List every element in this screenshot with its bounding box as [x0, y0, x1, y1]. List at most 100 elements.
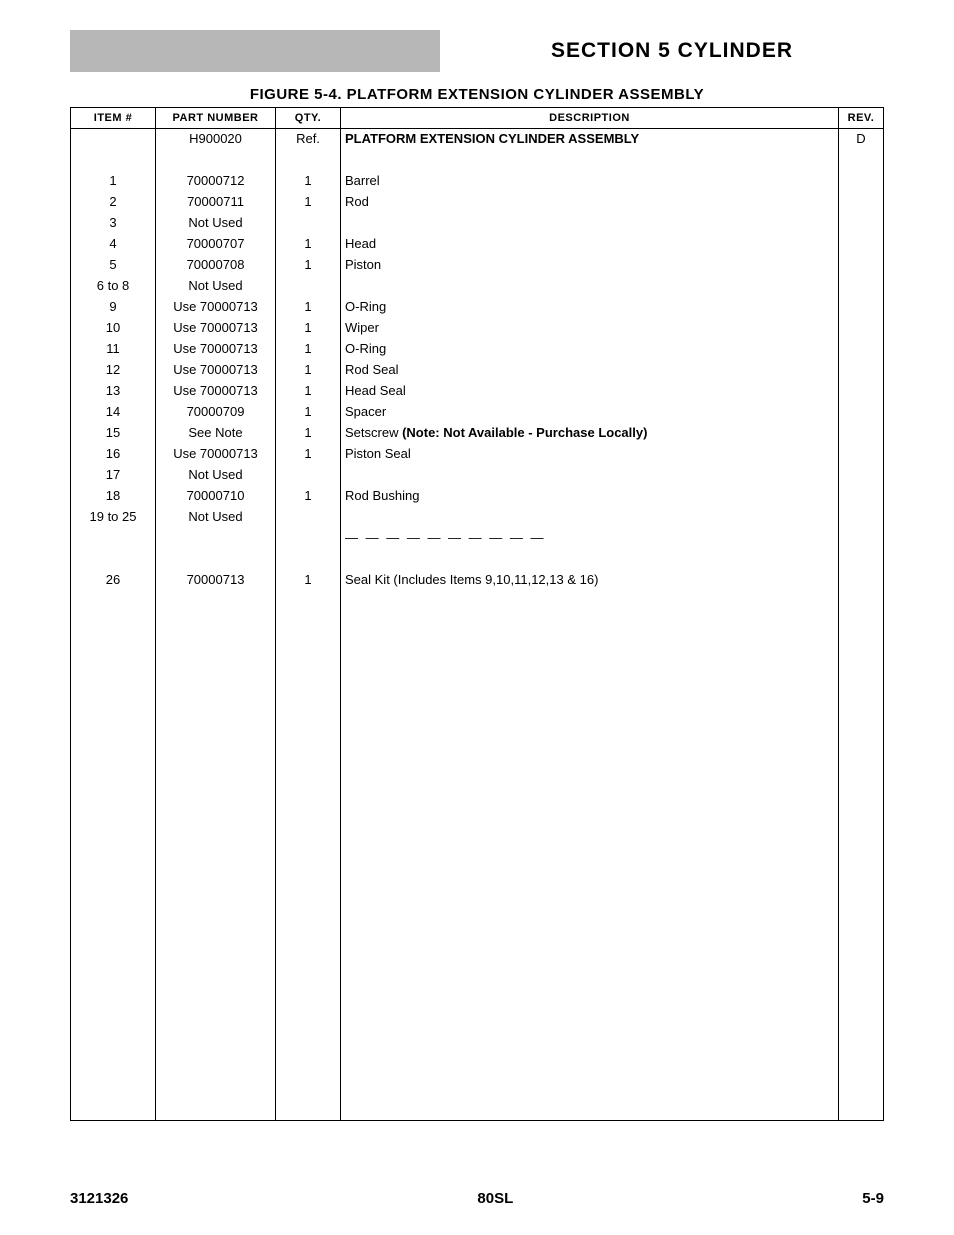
cell-rev	[839, 192, 884, 213]
cell-rev	[839, 423, 884, 444]
cell-desc: Wiper	[341, 318, 839, 339]
table-row: 15See Note1Setscrew (Note: Not Available…	[71, 423, 884, 444]
cell-rev	[839, 570, 884, 591]
cell-rev	[839, 234, 884, 255]
cell-qty: 1	[276, 192, 341, 213]
cell-qty	[276, 507, 341, 528]
table-filler-row	[71, 591, 884, 1121]
cell-item: 12	[71, 360, 156, 381]
cell-desc: Rod	[341, 192, 839, 213]
cell-rev	[839, 402, 884, 423]
cell-rev	[839, 549, 884, 570]
col-header-desc: DESCRIPTION	[341, 108, 839, 129]
filler-cell	[839, 591, 884, 1121]
col-header-rev: REV.	[839, 108, 884, 129]
cell-desc: — — — — — — — — — —	[341, 528, 839, 549]
cell-qty: 1	[276, 444, 341, 465]
cell-desc	[341, 276, 839, 297]
cell-item: 19 to 25	[71, 507, 156, 528]
cell-rev	[839, 360, 884, 381]
cell-part: 70000711	[156, 192, 276, 213]
cell-rev	[839, 486, 884, 507]
cell-qty	[276, 150, 341, 171]
table-row: 14700007091Spacer	[71, 402, 884, 423]
cell-part: Use 70000713	[156, 318, 276, 339]
table-row: 3Not Used	[71, 213, 884, 234]
filler-cell	[276, 591, 341, 1121]
cell-part	[156, 150, 276, 171]
cell-rev	[839, 444, 884, 465]
cell-item: 9	[71, 297, 156, 318]
table-row: 5700007081Piston	[71, 255, 884, 276]
cell-qty: 1	[276, 318, 341, 339]
figure-title: FIGURE 5-4. PLATFORM EXTENSION CYLINDER …	[70, 86, 884, 103]
cell-item: 11	[71, 339, 156, 360]
cell-desc: O-Ring	[341, 297, 839, 318]
cell-desc	[341, 507, 839, 528]
table-row: 11Use 700007131O-Ring	[71, 339, 884, 360]
cell-part: Not Used	[156, 276, 276, 297]
cell-desc: Piston	[341, 255, 839, 276]
cell-qty	[276, 465, 341, 486]
cell-qty	[276, 213, 341, 234]
cell-qty	[276, 549, 341, 570]
table-row: 13Use 700007131Head Seal	[71, 381, 884, 402]
cell-part: Use 70000713	[156, 360, 276, 381]
cell-desc: Barrel	[341, 171, 839, 192]
filler-cell	[71, 591, 156, 1121]
page-header: SECTION 5 CYLINDER	[70, 30, 884, 72]
table-row: 26700007131Seal Kit (Includes Items 9,10…	[71, 570, 884, 591]
cell-item: 5	[71, 255, 156, 276]
cell-desc: Head Seal	[341, 381, 839, 402]
cell-desc: Spacer	[341, 402, 839, 423]
parts-table: ITEM # PART NUMBER QTY. DESCRIPTION REV.…	[70, 107, 884, 1121]
cell-rev	[839, 465, 884, 486]
table-row: 12Use 700007131Rod Seal	[71, 360, 884, 381]
cell-part: 70000707	[156, 234, 276, 255]
cell-part: 70000709	[156, 402, 276, 423]
cell-part: Not Used	[156, 213, 276, 234]
cell-rev	[839, 507, 884, 528]
cell-qty: 1	[276, 486, 341, 507]
cell-rev	[839, 171, 884, 192]
cell-qty: 1	[276, 171, 341, 192]
filler-cell	[341, 591, 839, 1121]
header-gray-block	[70, 30, 440, 72]
table-row: 6 to 8Not Used	[71, 276, 884, 297]
table-row: H900020Ref.PLATFORM EXTENSION CYLINDER A…	[71, 129, 884, 150]
cell-qty: 1	[276, 423, 341, 444]
table-row: 9Use 700007131O-Ring	[71, 297, 884, 318]
cell-qty: 1	[276, 570, 341, 591]
cell-desc: Rod Seal	[341, 360, 839, 381]
cell-part: Use 70000713	[156, 444, 276, 465]
cell-item: 13	[71, 381, 156, 402]
col-header-part: PART NUMBER	[156, 108, 276, 129]
cell-part: Use 70000713	[156, 339, 276, 360]
table-row: 18700007101Rod Bushing	[71, 486, 884, 507]
cell-rev	[839, 318, 884, 339]
cell-item	[71, 150, 156, 171]
cell-qty: 1	[276, 381, 341, 402]
cell-part	[156, 528, 276, 549]
cell-desc: O-Ring	[341, 339, 839, 360]
cell-part: Use 70000713	[156, 297, 276, 318]
cell-part	[156, 549, 276, 570]
cell-qty	[276, 276, 341, 297]
cell-item	[71, 549, 156, 570]
table-row: 16Use 700007131Piston Seal	[71, 444, 884, 465]
cell-part: 70000710	[156, 486, 276, 507]
col-header-item: ITEM #	[71, 108, 156, 129]
cell-part: Use 70000713	[156, 381, 276, 402]
table-row: 10Use 700007131Wiper	[71, 318, 884, 339]
cell-rev	[839, 255, 884, 276]
cell-part: H900020	[156, 129, 276, 150]
cell-rev	[839, 528, 884, 549]
cell-item	[71, 129, 156, 150]
cell-part: Not Used	[156, 465, 276, 486]
cell-item: 4	[71, 234, 156, 255]
section-title: SECTION 5 CYLINDER	[440, 30, 884, 72]
cell-qty: 1	[276, 297, 341, 318]
cell-desc: Seal Kit (Includes Items 9,10,11,12,13 &…	[341, 570, 839, 591]
cell-desc	[341, 150, 839, 171]
cell-part: 70000713	[156, 570, 276, 591]
